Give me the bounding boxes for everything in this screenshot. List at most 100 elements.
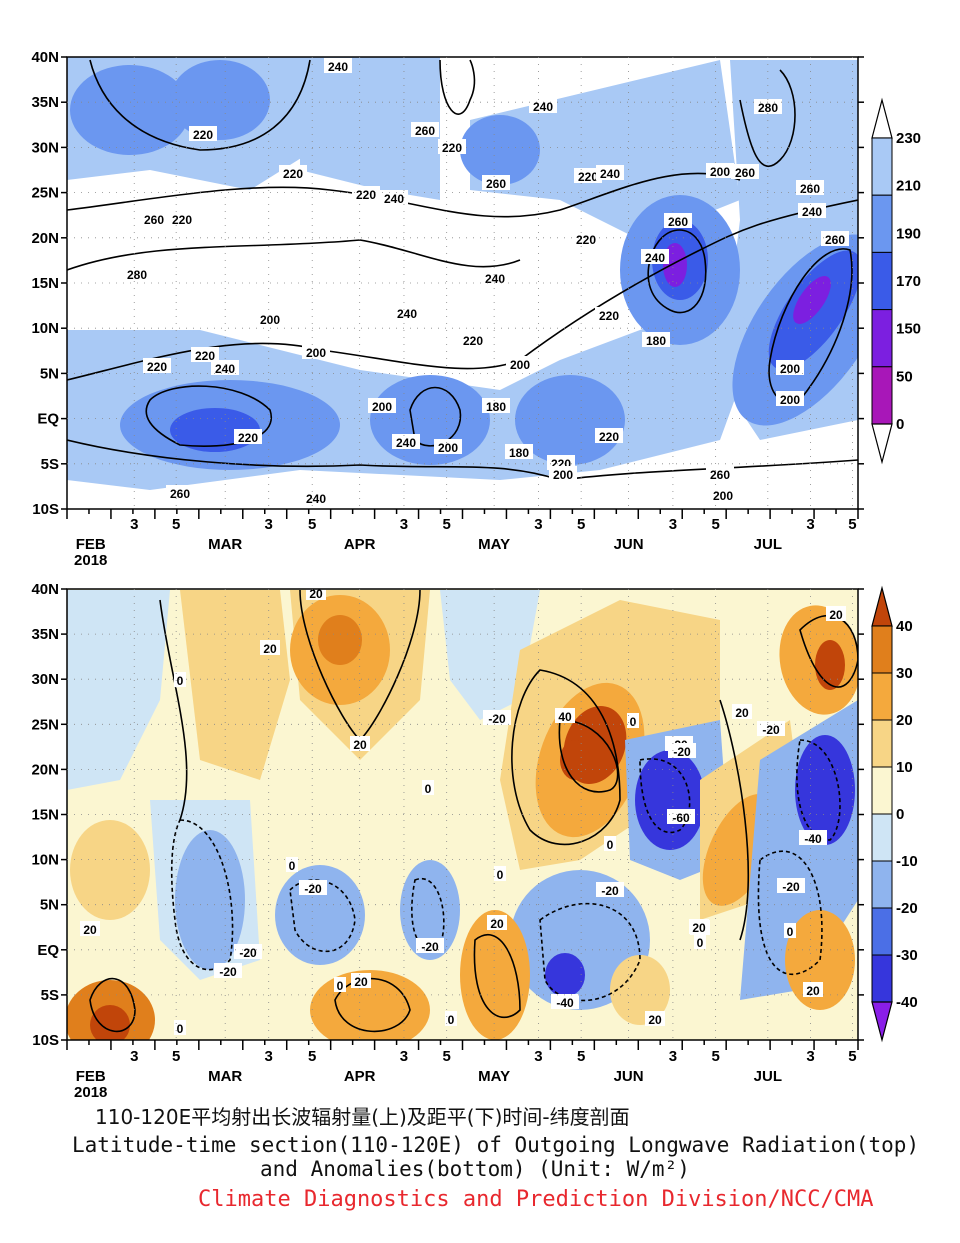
bottom-contour-label-29: 0 <box>337 979 344 993</box>
top-contour-9 <box>89 59 311 151</box>
top-contour-label-13-bg <box>572 231 600 246</box>
top-contour-label-1-bg <box>189 126 217 141</box>
bottom-panel: 2020020200400-20-2020-600-200-20-200-20-… <box>66 588 859 1041</box>
top-contour-label-48: 240 <box>306 492 326 506</box>
top-contour-7 <box>647 229 707 314</box>
bottom-contour-label-18-bg <box>234 944 262 959</box>
top-contour-label-23-bg <box>821 231 849 246</box>
top-colorbar-label: 150 <box>896 321 921 338</box>
bottom-fill-may-violet <box>545 953 585 997</box>
bottom-contour-label-24: 20 <box>692 921 706 935</box>
bottom-contour-label-14: 0 <box>289 859 296 873</box>
bottom-colorbar-swatch <box>871 766 893 815</box>
x-tick-label: 5 <box>443 516 451 533</box>
y-tick-label: 5N <box>40 365 59 382</box>
x-tick-label: 5 <box>308 1048 316 1065</box>
bottom-contour-label-27: 20 <box>806 984 820 998</box>
bottom-contour-label-35: 0 <box>177 1022 184 1036</box>
y-tick-label: 35N <box>31 94 59 111</box>
bottom-fill-feb-blue-core <box>175 830 245 970</box>
bottom-fill-jun-south-orange <box>610 955 670 1025</box>
top-fill-may-core <box>460 115 540 185</box>
top-contour-label-41: 200 <box>780 393 800 407</box>
x-tick-label: 3 <box>534 516 542 533</box>
bottom-contour-label-7-bg <box>627 713 639 728</box>
y-tick-label: 10S <box>32 501 59 518</box>
top-contour-label-31: 180 <box>486 400 506 414</box>
bottom-colorbar-swatch <box>871 954 893 1003</box>
top-contour-label-35-bg <box>434 439 462 454</box>
x-tick-label: 3 <box>669 1048 677 1065</box>
top-contour-label-3-bg <box>140 211 168 226</box>
x-tick-label: 5 <box>848 516 856 533</box>
top-contour-label-24: 280 <box>127 268 147 282</box>
bottom-colorbar-label: -10 <box>896 853 918 870</box>
top-contour-label-22: 240 <box>802 205 822 219</box>
x-tick-label: 5 <box>848 1048 856 1065</box>
top-contour-label-36-bg <box>505 444 533 459</box>
bottom-contour-label-15: -20 <box>304 882 322 896</box>
top-contour-label-23: 260 <box>825 233 845 247</box>
english-caption-line2: and Anomalies(bottom) (Unit: W/m²) <box>260 1157 690 1181</box>
top-contour-label-46: 240 <box>215 362 235 376</box>
bottom-contour-label-4: 20 <box>353 738 367 752</box>
y-tick-label: 15N <box>31 275 59 292</box>
y-tick-label: 40N <box>31 581 59 598</box>
bottom-contour-1 <box>511 669 621 846</box>
bottom-contour-label-31-bg <box>445 1011 457 1026</box>
bottom-contour-label-32-bg <box>596 882 624 897</box>
top-contour-label-20: 280 <box>758 101 778 115</box>
y-tick-label: 30N <box>31 139 59 156</box>
top-contour-label-12-bg <box>596 165 624 180</box>
y-tick-label: 40N <box>31 49 59 66</box>
bottom-colorbar-swatch <box>871 719 893 768</box>
x-tick-label: 3 <box>130 1048 138 1065</box>
top-contour-label-2: 220 <box>283 167 303 181</box>
top-contour-label-14-bg <box>664 213 692 228</box>
top-contour-label-48-bg <box>302 490 330 505</box>
x-tick-label: JUN <box>614 536 644 553</box>
top-contour-label-13: 220 <box>576 233 596 247</box>
bottom-contour-label-19-bg <box>214 963 242 978</box>
x-tick-label: 5 <box>172 516 180 533</box>
top-contour-label-27-bg <box>393 305 421 320</box>
top-colorbar-swatch <box>871 366 893 425</box>
bottom-contour-label-21-bg <box>487 915 507 930</box>
bottom-contour-15 <box>159 599 188 821</box>
x-tick-label: 3 <box>265 516 273 533</box>
y-tick-label: 10N <box>31 852 59 869</box>
bottom-fill-mar-blue-core <box>275 865 365 965</box>
y-tick-label: 35N <box>31 626 59 643</box>
y-tick-label: 20N <box>31 761 59 778</box>
bottom-contour-label-27-bg <box>803 982 823 997</box>
bottom-contour-label-20: -40 <box>556 996 574 1010</box>
y-tick-label: 15N <box>31 807 59 824</box>
x-tick-label: 3 <box>400 1048 408 1065</box>
top-contour-label-45-bg <box>191 347 219 362</box>
bottom-contour-label-5-bg <box>422 780 434 795</box>
bottom-contour-label-32: -20 <box>601 884 619 898</box>
bottom-contour-label-1-bg <box>260 640 280 655</box>
bottom-contour-label-15-bg <box>299 880 327 895</box>
bottom-contour-label-17: 0 <box>497 868 504 882</box>
bottom-fill-feb-orange <box>180 590 290 780</box>
bottom-contour-label-37-bg <box>80 921 100 936</box>
bottom-contour-label-21: 20 <box>490 917 504 931</box>
top-contour-label-39-bg <box>595 428 623 443</box>
top-contour-label-33: 200 <box>372 400 392 414</box>
top-contour-label-10-bg <box>529 98 557 113</box>
top-contour-label-4-bg <box>168 211 196 226</box>
top-contour-label-44: 220 <box>147 360 167 374</box>
x-tick-label: JUL <box>754 536 782 553</box>
y-tick-label: 5S <box>41 987 59 1004</box>
top-contour-label-27: 240 <box>397 307 417 321</box>
y-tick-label: 30N <box>31 671 59 688</box>
top-colorbar: 230 210 190 170 150 50 0 <box>871 97 921 465</box>
x-tick-label: FEB <box>76 1068 106 1085</box>
x-tick-label: 5 <box>711 516 719 533</box>
top-contour-label-16: 180 <box>646 334 666 348</box>
top-colorbar-swatch <box>871 251 893 311</box>
bottom-contour-label-28: -20 <box>782 880 800 894</box>
